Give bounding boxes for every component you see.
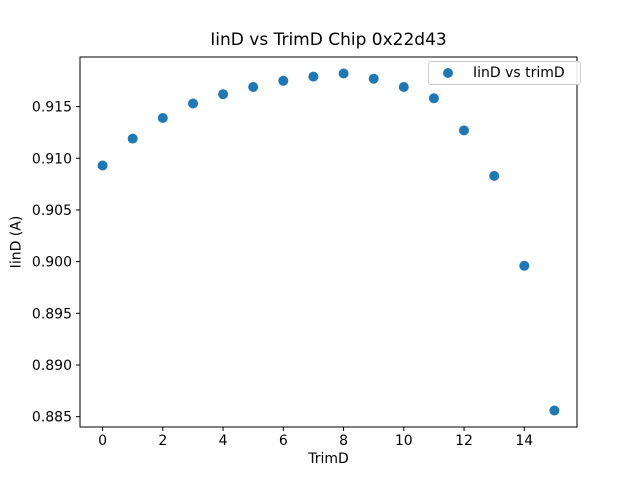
x-tick-label: 4	[219, 433, 228, 449]
y-tick-label: 0.900	[32, 255, 72, 271]
y-tick-label: 0.885	[32, 410, 72, 426]
scatter-point	[308, 71, 319, 82]
x-tick-label: 6	[279, 433, 288, 449]
scatter-point	[188, 98, 198, 109]
x-tick-label: 0	[98, 433, 107, 449]
y-tick-label: 0.910	[32, 151, 72, 167]
scatter-point	[157, 113, 168, 123]
y-tick-label: 0.890	[32, 358, 72, 374]
axes-spines	[79, 56, 578, 428]
y-tick-label: 0.915	[32, 100, 72, 116]
x-tick-label: 12	[455, 433, 473, 449]
scatter-point	[127, 133, 138, 144]
legend-label: IinD vs trimD	[473, 65, 565, 81]
x-axis-label: TrimD	[308, 451, 349, 467]
scatter-point	[218, 89, 229, 100]
legend: IinD vs trimD	[428, 61, 581, 85]
scatter-point	[519, 260, 530, 271]
y-tick-label: 0.895	[32, 306, 72, 322]
scatter-point	[459, 125, 469, 136]
scatter-point	[489, 170, 500, 181]
scatter-point	[368, 73, 379, 84]
x-tick-label: 2	[158, 433, 167, 449]
legend-marker-icon	[443, 68, 453, 78]
y-tick-label: 0.905	[32, 203, 72, 219]
scatter-point	[338, 68, 349, 79]
scatter-point	[398, 82, 409, 92]
scatter-point	[428, 93, 439, 104]
x-tick-label: 14	[515, 433, 533, 449]
x-tick-label: 8	[339, 433, 348, 449]
scatter-point	[278, 75, 289, 86]
y-axis-label: IinD (A)	[8, 215, 25, 269]
scatter-point	[549, 405, 560, 416]
scatter-point	[97, 160, 108, 171]
x-tick-label: 10	[395, 433, 413, 449]
scatter-point	[248, 82, 259, 92]
chart-title: IinD vs TrimD Chip 0x22d43	[210, 30, 447, 50]
